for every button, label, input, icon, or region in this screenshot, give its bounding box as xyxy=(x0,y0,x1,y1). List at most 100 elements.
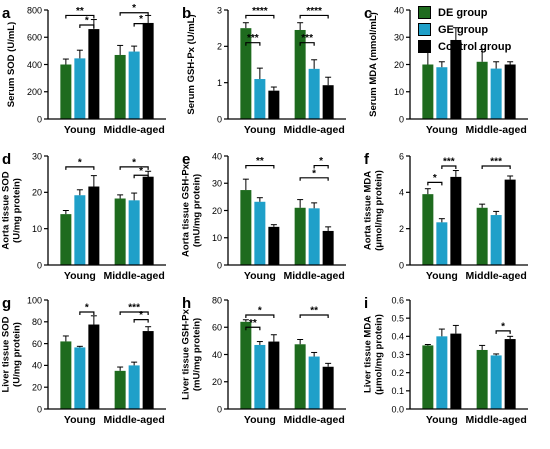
y-tick-label: 0.1 xyxy=(391,386,404,396)
bar xyxy=(422,64,434,119)
y-tick-label: 3 xyxy=(217,5,222,15)
significance-label: **** xyxy=(252,6,268,17)
y-axis-label-line: Serum GSH-Px (U/mL) xyxy=(186,14,197,114)
x-category-label: Middle-aged xyxy=(104,270,165,282)
y-tick-label: 100 xyxy=(27,295,42,305)
y-tick-label: 0.0 xyxy=(391,404,404,414)
bar xyxy=(476,207,488,265)
bar xyxy=(240,28,252,120)
panel-letter: i xyxy=(364,295,368,312)
y-axis-label-line: (mU/mg protein) xyxy=(192,174,203,247)
legend-label-ge: GE group xyxy=(438,23,489,36)
y-axis-label-line: Aorta tissue MDA xyxy=(363,171,374,250)
significance-label: * xyxy=(433,173,437,184)
y-tick-label: 1 xyxy=(217,78,222,88)
bar xyxy=(490,68,502,119)
y-axis-label-line: Aorta tissue GSH-Px xyxy=(181,163,192,257)
y-axis-label-line: (μmol/mg protein) xyxy=(374,314,385,395)
legend-item-control: Control group xyxy=(418,38,511,55)
bar xyxy=(268,226,280,265)
bar xyxy=(436,67,448,119)
y-tick-label: 2 xyxy=(399,224,404,234)
bar xyxy=(450,176,462,265)
significance-bracket xyxy=(119,166,149,170)
y-tick-label: 0.4 xyxy=(391,332,404,342)
x-category-label: Middle-aged xyxy=(284,270,345,282)
significance-bracket xyxy=(245,42,261,46)
x-category-label: Middle-aged xyxy=(466,124,527,136)
bar xyxy=(308,356,320,409)
significance-bracket xyxy=(65,14,95,19)
bar xyxy=(74,195,86,265)
bar xyxy=(268,341,280,409)
legend-item-ge: GE group xyxy=(418,21,511,38)
y-axis-label-line: Liver tissue MDA xyxy=(363,316,374,393)
bar xyxy=(240,190,252,265)
significance-label: ** xyxy=(310,305,318,316)
y-axis-label-line: Liver tissue SOD xyxy=(1,316,12,392)
bar xyxy=(74,58,86,119)
y-tick-label: 4 xyxy=(399,188,404,198)
y-tick-label: 0.2 xyxy=(391,368,404,378)
y-tick-label: 20 xyxy=(212,206,222,216)
significance-bracket xyxy=(245,164,275,169)
bar xyxy=(60,64,72,119)
significance-label: ** xyxy=(256,156,264,167)
bar xyxy=(240,321,252,409)
x-category-label: Young xyxy=(426,124,458,136)
panel-letter: h xyxy=(182,295,191,312)
y-tick-label: 10 xyxy=(394,87,404,97)
bar xyxy=(114,370,126,409)
bar xyxy=(322,230,334,265)
y-axis-label-line: (U/mg protein) xyxy=(12,178,23,243)
bar xyxy=(450,333,462,409)
y-axis-label: Serum MDA (mmol/mL) xyxy=(368,12,379,117)
y-tick-label: 0.5 xyxy=(391,313,404,323)
significance-label: * xyxy=(132,3,136,14)
bar xyxy=(142,176,154,265)
legend-swatch-de xyxy=(418,6,431,19)
y-axis-label: Liver tissue MDA(μmol/mg protein) xyxy=(363,314,385,395)
bar xyxy=(60,341,72,409)
y-tick-label: 0 xyxy=(399,114,404,124)
significance-label: * xyxy=(139,310,143,321)
legend: DE group GE group Control group xyxy=(418,4,511,55)
x-category-label: Young xyxy=(64,414,96,426)
significance-label: **** xyxy=(306,6,322,17)
bar xyxy=(114,198,126,265)
y-tick-label: 30 xyxy=(394,33,404,43)
y-tick-label: 0.6 xyxy=(391,295,404,305)
significance-label: * xyxy=(258,305,262,316)
significance-label: *** xyxy=(301,33,313,44)
bar xyxy=(504,64,516,119)
y-tick-label: 0 xyxy=(399,260,404,270)
bar xyxy=(60,214,72,265)
y-tick-label: 20 xyxy=(394,60,404,70)
y-tick-label: 30 xyxy=(32,151,42,161)
y-tick-label: 40 xyxy=(212,350,222,360)
bar xyxy=(504,339,516,409)
significance-label: ** xyxy=(76,6,84,17)
bar xyxy=(422,194,434,265)
legend-swatch-ge xyxy=(418,23,431,36)
significance-label: * xyxy=(139,14,143,25)
y-tick-label: 80 xyxy=(32,317,42,327)
bar xyxy=(294,207,306,265)
x-category-label: Young xyxy=(426,414,458,426)
legend-label-control: Control group xyxy=(438,40,512,53)
significance-bracket xyxy=(245,314,275,318)
significance-bracket xyxy=(119,12,149,16)
bar xyxy=(254,201,266,265)
x-category-label: Middle-aged xyxy=(284,124,345,136)
y-tick-label: 600 xyxy=(27,33,42,43)
bar xyxy=(450,39,462,119)
bar xyxy=(74,347,86,409)
significance-label: * xyxy=(312,168,316,179)
bar xyxy=(490,215,502,265)
y-axis-label-line: Serum SOD (U/mL) xyxy=(6,22,17,108)
significance-label: *** xyxy=(247,33,259,44)
